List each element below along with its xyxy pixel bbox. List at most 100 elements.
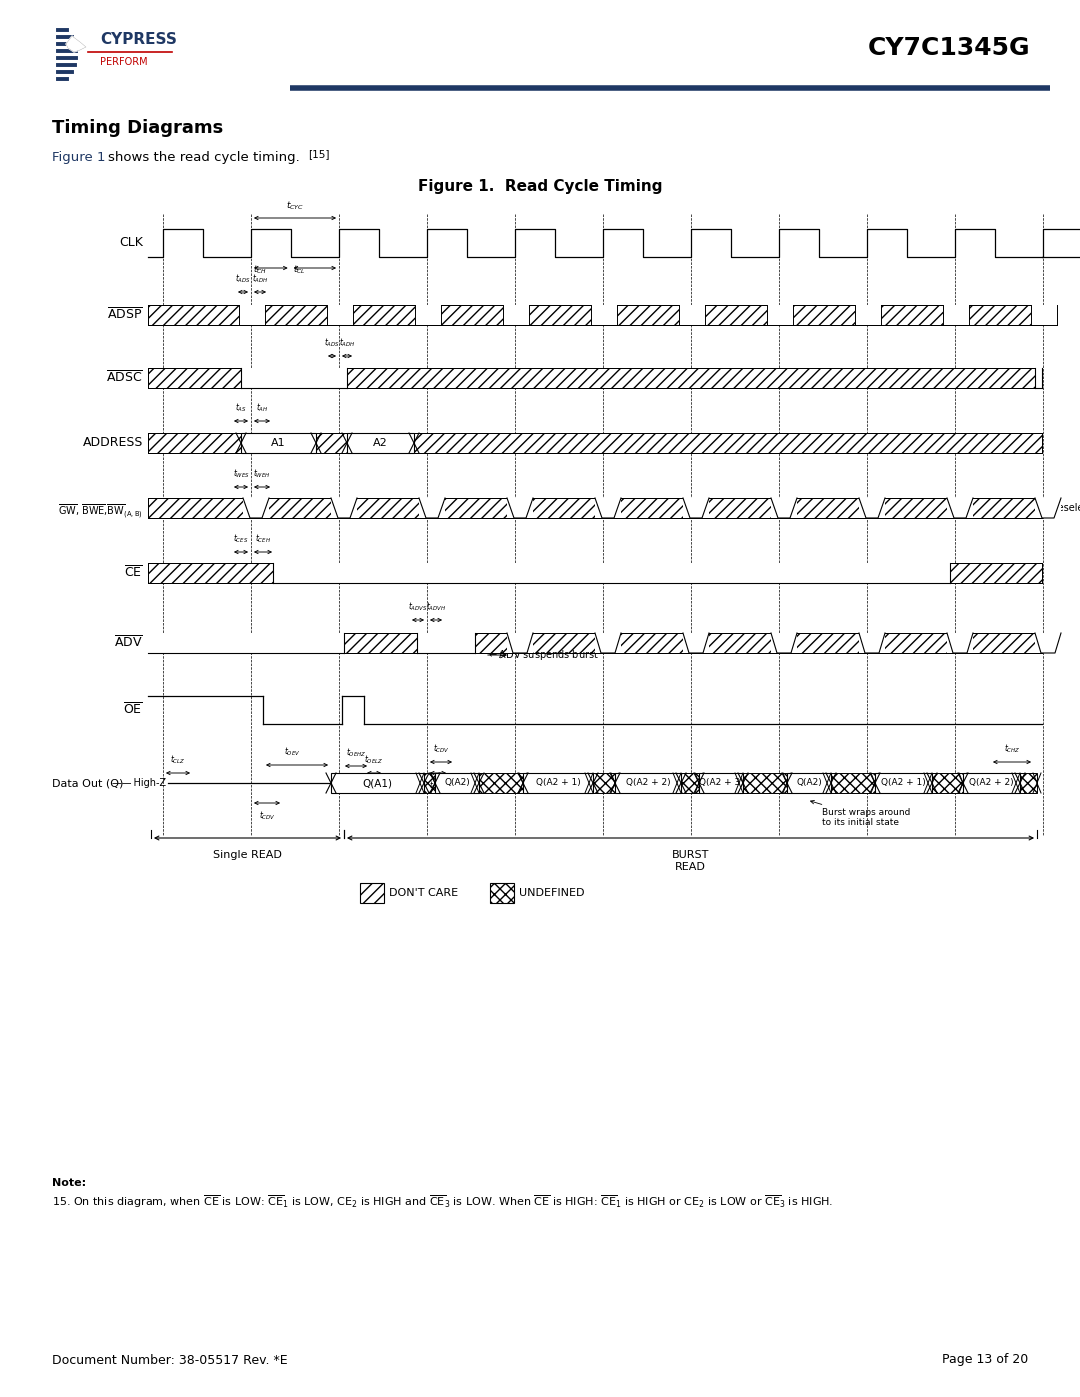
Bar [947, 633, 973, 652]
Bar [148, 633, 345, 652]
Text: $t_{ADS}$: $t_{ADS}$ [324, 337, 340, 349]
Bar [591, 305, 617, 326]
Bar [947, 497, 973, 518]
Text: $t_{ADVH}$: $t_{ADVH}$ [426, 601, 446, 613]
Text: $\overline{\rm ADSP}$: $\overline{\rm ADSP}$ [107, 307, 143, 323]
Text: CYPRESS: CYPRESS [100, 32, 177, 47]
Text: $t_{OEHZ}$: $t_{OEHZ}$ [346, 746, 366, 759]
Text: Q(A2 + 2): Q(A2 + 2) [969, 778, 1014, 788]
Text: $\overline{\rm OE}$: $\overline{\rm OE}$ [123, 703, 143, 718]
Text: Q(A2 + 1): Q(A2 + 1) [536, 778, 580, 788]
Bar [507, 497, 534, 518]
Bar [767, 305, 793, 326]
Text: $t_{CLZ}$: $t_{CLZ}$ [171, 753, 186, 766]
Bar [330, 497, 357, 518]
Text: $\overline{\rm GW}$, $\overline{\rm BWE}$,$\overline{\rm BW}_{(A,B)}$: $\overline{\rm GW}$, $\overline{\rm BWE}… [58, 502, 143, 520]
Bar [1035, 497, 1061, 518]
Polygon shape [66, 36, 86, 52]
Bar [490, 883, 514, 902]
Bar [273, 563, 950, 583]
Text: Page 13 of 20: Page 13 of 20 [942, 1354, 1028, 1366]
Text: $\overline{\rm CE}$: $\overline{\rm CE}$ [124, 566, 143, 581]
Bar [683, 633, 708, 652]
Bar [241, 367, 347, 388]
Bar [475, 773, 523, 793]
Bar [1035, 633, 1061, 652]
Text: shows the read cycle timing.: shows the read cycle timing. [108, 151, 300, 163]
Bar [419, 497, 445, 518]
Text: Timing Diagrams: Timing Diagrams [52, 119, 224, 137]
Bar [435, 773, 480, 793]
Text: [15]: [15] [308, 149, 329, 159]
Text: $t_{CDV}$: $t_{CDV}$ [258, 810, 275, 823]
Bar [347, 433, 414, 453]
Bar [503, 305, 529, 326]
Text: DON'T CARE: DON'T CARE [389, 888, 458, 898]
Text: $t_{ADVS}$: $t_{ADVS}$ [408, 601, 428, 613]
Bar [420, 773, 435, 793]
Text: Q(A2 + 3): Q(A2 + 3) [699, 778, 743, 788]
Bar [148, 367, 1042, 388]
Text: $\leftarrow$ADV suspends burst: $\leftarrow$ADV suspends burst [487, 648, 599, 662]
Text: Single READ: Single READ [213, 849, 282, 861]
Bar [963, 773, 1020, 793]
Text: 15. On this diagram, when $\overline{\rm CE}$ is LOW: $\overline{\rm CE}_1$ is L: 15. On this diagram, when $\overline{\rm… [52, 1193, 834, 1210]
Bar [595, 633, 621, 652]
Text: Burst wraps around
to its initial state: Burst wraps around to its initial state [811, 800, 910, 827]
Text: Q(A2): Q(A2) [796, 778, 822, 788]
Bar [241, 433, 316, 453]
Bar [928, 773, 963, 793]
Text: $t_{ADH}$: $t_{ADH}$ [252, 272, 268, 285]
Bar [771, 633, 797, 652]
Bar [1016, 773, 1037, 793]
Text: Document Number: 38-05517 Rev. *E: Document Number: 38-05517 Rev. *E [52, 1354, 287, 1366]
Text: Figure 1: Figure 1 [52, 151, 106, 163]
Text: $t_{CES}$: $t_{CES}$ [233, 532, 248, 545]
Text: $t_{ADH}$: $t_{ADH}$ [339, 337, 355, 349]
Bar [787, 773, 831, 793]
Bar [771, 497, 797, 518]
Bar [327, 305, 353, 326]
Bar [148, 497, 1042, 518]
Bar [243, 497, 269, 518]
Text: $t_{AH}$: $t_{AH}$ [256, 401, 268, 414]
Text: $t_{ADS}$: $t_{ADS}$ [235, 272, 251, 285]
Text: $t_{WEH}$: $t_{WEH}$ [253, 468, 271, 481]
Bar [683, 497, 708, 518]
Bar [1035, 367, 1042, 388]
Bar [507, 633, 534, 652]
Text: $t_{CDV}$: $t_{CDV}$ [433, 742, 449, 754]
Bar [360, 883, 384, 902]
Bar [148, 633, 1042, 652]
Bar [943, 305, 969, 326]
Text: UNDEFINED: UNDEFINED [519, 888, 584, 898]
Text: Q(A2 + 1): Q(A2 + 1) [881, 778, 926, 788]
Bar [595, 497, 621, 518]
Text: A2: A2 [373, 439, 388, 448]
Bar [415, 305, 441, 326]
Bar [855, 305, 881, 326]
Text: Q(A2 + 2): Q(A2 + 2) [625, 778, 671, 788]
Text: $t_{AS}$: $t_{AS}$ [235, 401, 247, 414]
Text: $t_{DOH}$: $t_{DOH}$ [430, 780, 447, 792]
Text: A1: A1 [271, 439, 286, 448]
Text: $t_{CEH}$: $t_{CEH}$ [255, 532, 271, 545]
Bar [148, 305, 1042, 326]
Text: $t_{OEV}$: $t_{OEV}$ [284, 746, 300, 759]
Bar [875, 773, 932, 793]
Text: Q(A2): Q(A2) [444, 778, 470, 788]
Text: CY7C1345G: CY7C1345G [867, 36, 1030, 60]
Text: Q(A1): Q(A1) [363, 778, 392, 788]
Text: $t_{CYC}$: $t_{CYC}$ [286, 200, 305, 212]
Text: —— High-Z: —— High-Z [112, 778, 166, 788]
Bar [148, 563, 1042, 583]
Text: $t_{CL}$: $t_{CL}$ [293, 264, 305, 277]
Text: ADDRESS: ADDRESS [83, 436, 143, 450]
Text: Deselect Cycle: Deselect Cycle [1050, 503, 1080, 513]
Bar [859, 497, 885, 518]
Bar [739, 773, 787, 793]
Bar [859, 633, 885, 652]
Bar [1031, 305, 1057, 326]
Text: CLK: CLK [119, 236, 143, 250]
Bar [148, 433, 1042, 453]
